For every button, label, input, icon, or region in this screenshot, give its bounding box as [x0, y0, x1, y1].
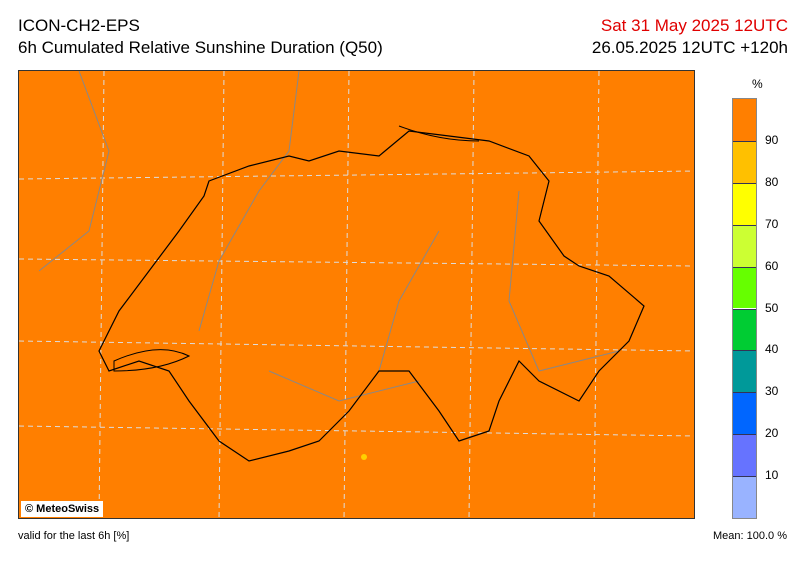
legend-bin — [733, 182, 756, 225]
legend-bin — [733, 434, 756, 477]
yellow-spot — [361, 454, 367, 460]
legend-tick-label: 30 — [765, 384, 779, 399]
valid-time: Sat 31 May 2025 12UTC — [600, 16, 788, 35]
color-legend — [732, 98, 757, 519]
lake-constance — [398, 125, 480, 142]
legend-bin — [733, 99, 756, 141]
legend-tick-label: 90 — [765, 132, 779, 147]
legend-tick-label: 40 — [765, 342, 779, 357]
map-overlay — [19, 71, 694, 518]
region-boundaries — [38, 71, 620, 402]
legend-unit: % — [752, 77, 763, 91]
legend-bin — [733, 224, 756, 267]
legend-tick-label: 80 — [765, 174, 779, 189]
legend-bin — [733, 308, 756, 351]
switzerland-border — [98, 130, 645, 462]
product-title: 6h Cumulated Relative Sunshine Duration … — [18, 38, 383, 57]
legend-bin — [733, 350, 756, 393]
legend-bin — [733, 476, 756, 518]
legend-bin — [733, 266, 756, 309]
graticule — [19, 71, 694, 518]
valid-note: valid for the last 6h [%] — [18, 530, 130, 542]
run-time: 26.05.2025 12UTC +120h — [591, 38, 788, 57]
map-panel: © MeteoSwiss — [18, 70, 695, 519]
legend-tick-label: 10 — [765, 468, 779, 483]
lake-geneva — [113, 349, 191, 372]
legend-bin — [733, 392, 756, 435]
legend-bin — [733, 140, 756, 183]
legend-tick-label: 20 — [765, 426, 779, 441]
copyright-label: © MeteoSwiss — [21, 501, 104, 517]
legend-tick-label: 60 — [765, 258, 779, 273]
legend-tick-label: 70 — [765, 216, 779, 231]
model-title: ICON-CH2-EPS — [18, 16, 140, 35]
mean-value: Mean: 100.0 % — [713, 530, 787, 542]
legend-tick-label: 50 — [765, 300, 779, 315]
